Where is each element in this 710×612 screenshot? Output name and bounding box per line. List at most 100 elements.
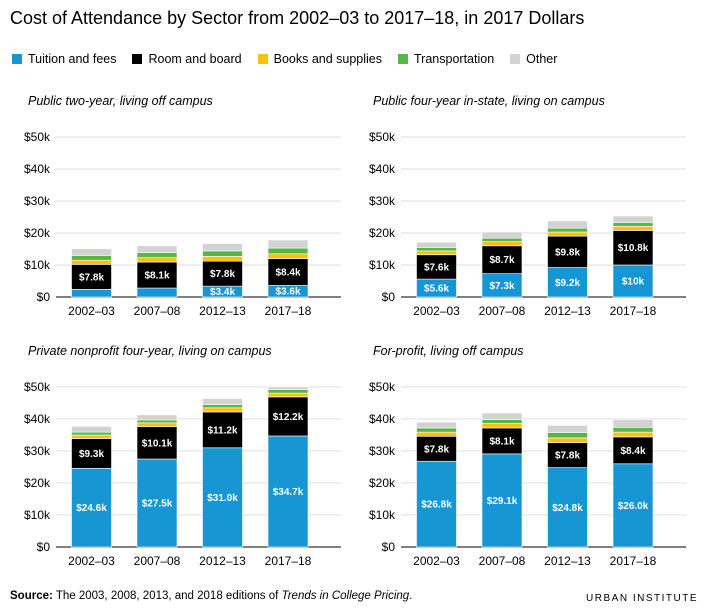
data-label: $8.4k (275, 268, 300, 279)
legend-swatch (132, 54, 143, 64)
data-label: $7.8k (555, 451, 580, 462)
data-label: $7.8k (210, 269, 235, 280)
panel-title: Public four-year in-state, living on cam… (373, 94, 605, 108)
bar-segment-transportation (481, 419, 523, 424)
bar-segment-other (71, 248, 112, 256)
legend-swatch (398, 54, 409, 64)
bar-segment-room-and-board (416, 254, 457, 280)
data-label: $27.5k (142, 499, 173, 510)
bar-segment-books-and-supplies (267, 253, 309, 259)
bar-segment-other (136, 245, 178, 253)
x-tick-label: 2012–13 (544, 304, 591, 318)
data-label: $9.8k (555, 247, 580, 258)
y-tick-label: $50k (369, 130, 396, 144)
source-label: Source: (10, 590, 53, 602)
bar-segment-books-and-supplies (416, 431, 457, 437)
y-tick-label: $10k (24, 258, 51, 272)
chart-panel-3: Private nonprofit four-year, living on c… (24, 344, 341, 568)
x-tick-label: 2017–18 (265, 554, 312, 568)
bar-segment-room-and-board (136, 261, 178, 289)
bar-segment-books-and-supplies (547, 437, 588, 443)
chart-legend: Tuition and fees Room and board Books and … (12, 52, 557, 66)
bar-segment-books-and-supplies (416, 250, 457, 256)
x-tick-label: 2012–13 (199, 554, 246, 568)
bar-segment-transportation (202, 250, 243, 257)
bar-segment-other (202, 243, 243, 252)
bar-segment-books-and-supplies (136, 422, 178, 427)
bar-segment-transportation (71, 431, 112, 436)
data-label: $3.4k (210, 287, 235, 298)
data-label: $26.8k (421, 500, 452, 511)
bar-segment-other (547, 220, 588, 229)
source-end: . (409, 590, 413, 602)
legend-label: Transportation (414, 52, 495, 66)
bar-segment-tuition-and-fees (136, 458, 178, 548)
chart-area: Public two-year, living off campus $0 $10k… (24, 94, 686, 568)
bar-segment-other (481, 412, 523, 420)
bar-segment-books-and-supplies (71, 259, 112, 265)
bar-segment-other (267, 239, 309, 249)
x-tick-label: 2002–03 (68, 554, 115, 568)
bar-segment-other (547, 425, 588, 433)
bar-segment-books-and-supplies (612, 431, 654, 438)
bar-segment-other (202, 398, 243, 405)
bar-segment-transportation (136, 419, 178, 424)
bar-segment-room-and-board (547, 235, 588, 268)
data-label: $8.1k (144, 271, 169, 282)
bar-segment-books-and-supplies (136, 257, 178, 263)
legend-item-other: Other (510, 52, 557, 66)
bar-segment-books-and-supplies (202, 256, 243, 262)
data-label: $26.0k (618, 501, 649, 512)
legend-item-room-and-board: Room and board (132, 52, 242, 66)
bar-segment-tuition-and-fees (416, 460, 457, 548)
data-label: $8.7k (489, 255, 514, 266)
y-tick-label: $0 (37, 540, 51, 554)
legend-label: Other (526, 52, 558, 66)
y-tick-label: $40k (369, 162, 396, 176)
legend-swatch (257, 54, 268, 64)
x-tick-label: 2007–08 (134, 554, 181, 568)
data-label: $31.0k (207, 493, 238, 504)
bar-segment-transportation (267, 389, 309, 394)
bar-segment-room-and-board (481, 427, 523, 455)
data-label: $24.6k (76, 503, 107, 514)
page-title: Cost of Attendance by Sector from 2002–0… (10, 8, 585, 28)
y-tick-label: $30k (24, 444, 51, 458)
x-tick-label: 2017–18 (265, 304, 312, 318)
bar-segment-tuition-and-fees (71, 289, 112, 298)
data-label: $7.3k (489, 281, 514, 292)
bar-segment-transportation (71, 255, 112, 261)
data-label: $24.8k (552, 503, 583, 514)
bar-segment-tuition-and-fees (612, 264, 654, 298)
legend-swatch (510, 54, 521, 64)
bar-segment-transportation (267, 247, 309, 255)
data-label: $29.1k (487, 496, 518, 507)
brand-logo: URBAN INSTITUTE (586, 593, 698, 604)
bar-segment-room-and-board (71, 264, 112, 290)
bar-segment-tuition-and-fees (136, 287, 178, 298)
bar-segment-other (71, 426, 112, 433)
bar-segment-transportation (416, 427, 457, 433)
y-tick-label: $30k (369, 194, 396, 208)
x-tick-label: 2002–03 (68, 304, 115, 318)
x-tick-label: 2002–03 (413, 554, 460, 568)
bar-segment-books-and-supplies (71, 434, 112, 439)
bar-segment-room-and-board (612, 436, 654, 465)
x-tick-label: 2002–03 (413, 304, 460, 318)
x-tick-label: 2007–08 (479, 554, 526, 568)
bar-segment-transportation (612, 222, 654, 227)
y-tick-label: $20k (24, 476, 51, 490)
bar-segment-other (416, 241, 457, 248)
bar-segment-books-and-supplies (612, 225, 654, 231)
y-tick-label: $50k (24, 380, 51, 394)
legend-label: Room and board (148, 52, 242, 66)
y-tick-label: $10k (369, 258, 396, 272)
x-tick-label: 2007–08 (134, 304, 181, 318)
y-tick-label: $10k (24, 508, 51, 522)
data-label: $10.8k (618, 243, 649, 254)
data-label: $11.2k (207, 425, 237, 436)
x-tick-label: 2012–13 (199, 304, 246, 318)
y-tick-label: $50k (24, 130, 51, 144)
x-tick-label: 2017–18 (610, 554, 657, 568)
bar-segment-books-and-supplies (481, 423, 523, 429)
